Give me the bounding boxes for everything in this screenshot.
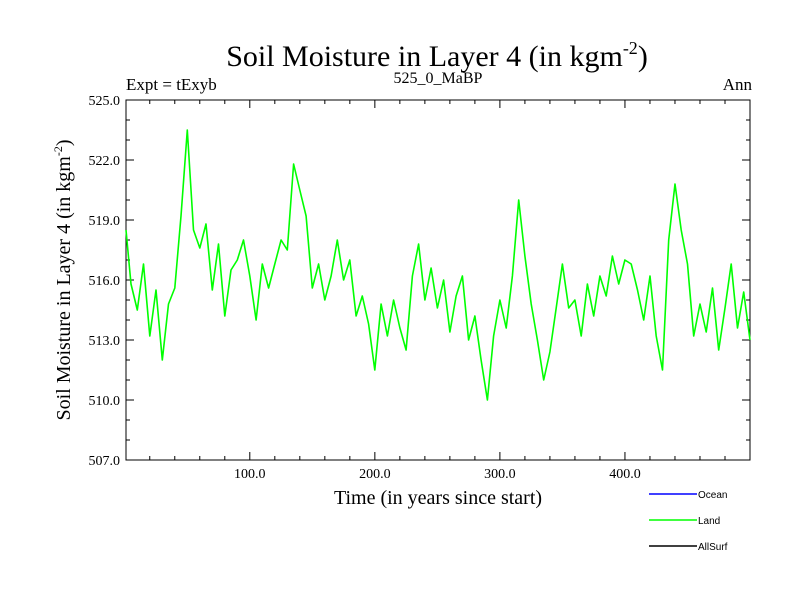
x-tick-label: 100.0 (234, 467, 266, 482)
legend-label-land: Land (698, 516, 720, 527)
y-axis-label-close: ) (53, 139, 75, 146)
y-tick-label: 519.0 (89, 214, 121, 229)
y-axis-label-sup: -2 (51, 146, 65, 156)
season-label: Ann (723, 75, 753, 94)
y-axis: 507.0 510.0 513.0 516.0 519.0 522.0 525.0 (89, 94, 750, 469)
y-axis-label-main: Soil Moisture in Layer 4 (in kgm (53, 156, 75, 421)
series-line-land (125, 129, 751, 401)
x-tick-label: 200.0 (359, 467, 391, 482)
x-axis-label: Time (in years since start) (334, 487, 542, 509)
y-tick-label: 525.0 (89, 94, 121, 109)
legend-label-allsurf: AllSurf (698, 542, 728, 553)
y-axis-label: Soil Moisture in Layer 4 (in kgm-2) (51, 139, 75, 420)
y-tick-label: 510.0 (89, 394, 121, 409)
experiment-id-label: 525_0_MaBP (394, 70, 483, 87)
y-tick-label: 513.0 (89, 334, 121, 349)
chart-title: Soil Moisture in Layer 4 (in kgm-2) (226, 38, 648, 73)
experiment-label: Expt = tExyb (126, 75, 217, 94)
plot-frame (125, 99, 751, 461)
x-axis: 100.0 200.0 300.0 400.0 (149, 100, 726, 482)
plot-area (125, 129, 751, 401)
chart-title-sup: -2 (623, 38, 638, 58)
legend: Ocean Land AllSurf (649, 490, 728, 553)
chart-title-close: ) (638, 40, 648, 73)
legend-label-ocean: Ocean (698, 490, 727, 501)
chart-title-main: Soil Moisture in Layer 4 (in kgm (226, 40, 623, 73)
y-tick-label: 522.0 (89, 154, 121, 169)
x-tick-label: 400.0 (609, 467, 641, 482)
y-tick-label: 516.0 (89, 274, 121, 289)
x-tick-label: 300.0 (484, 467, 516, 482)
y-tick-label: 507.0 (89, 454, 121, 469)
